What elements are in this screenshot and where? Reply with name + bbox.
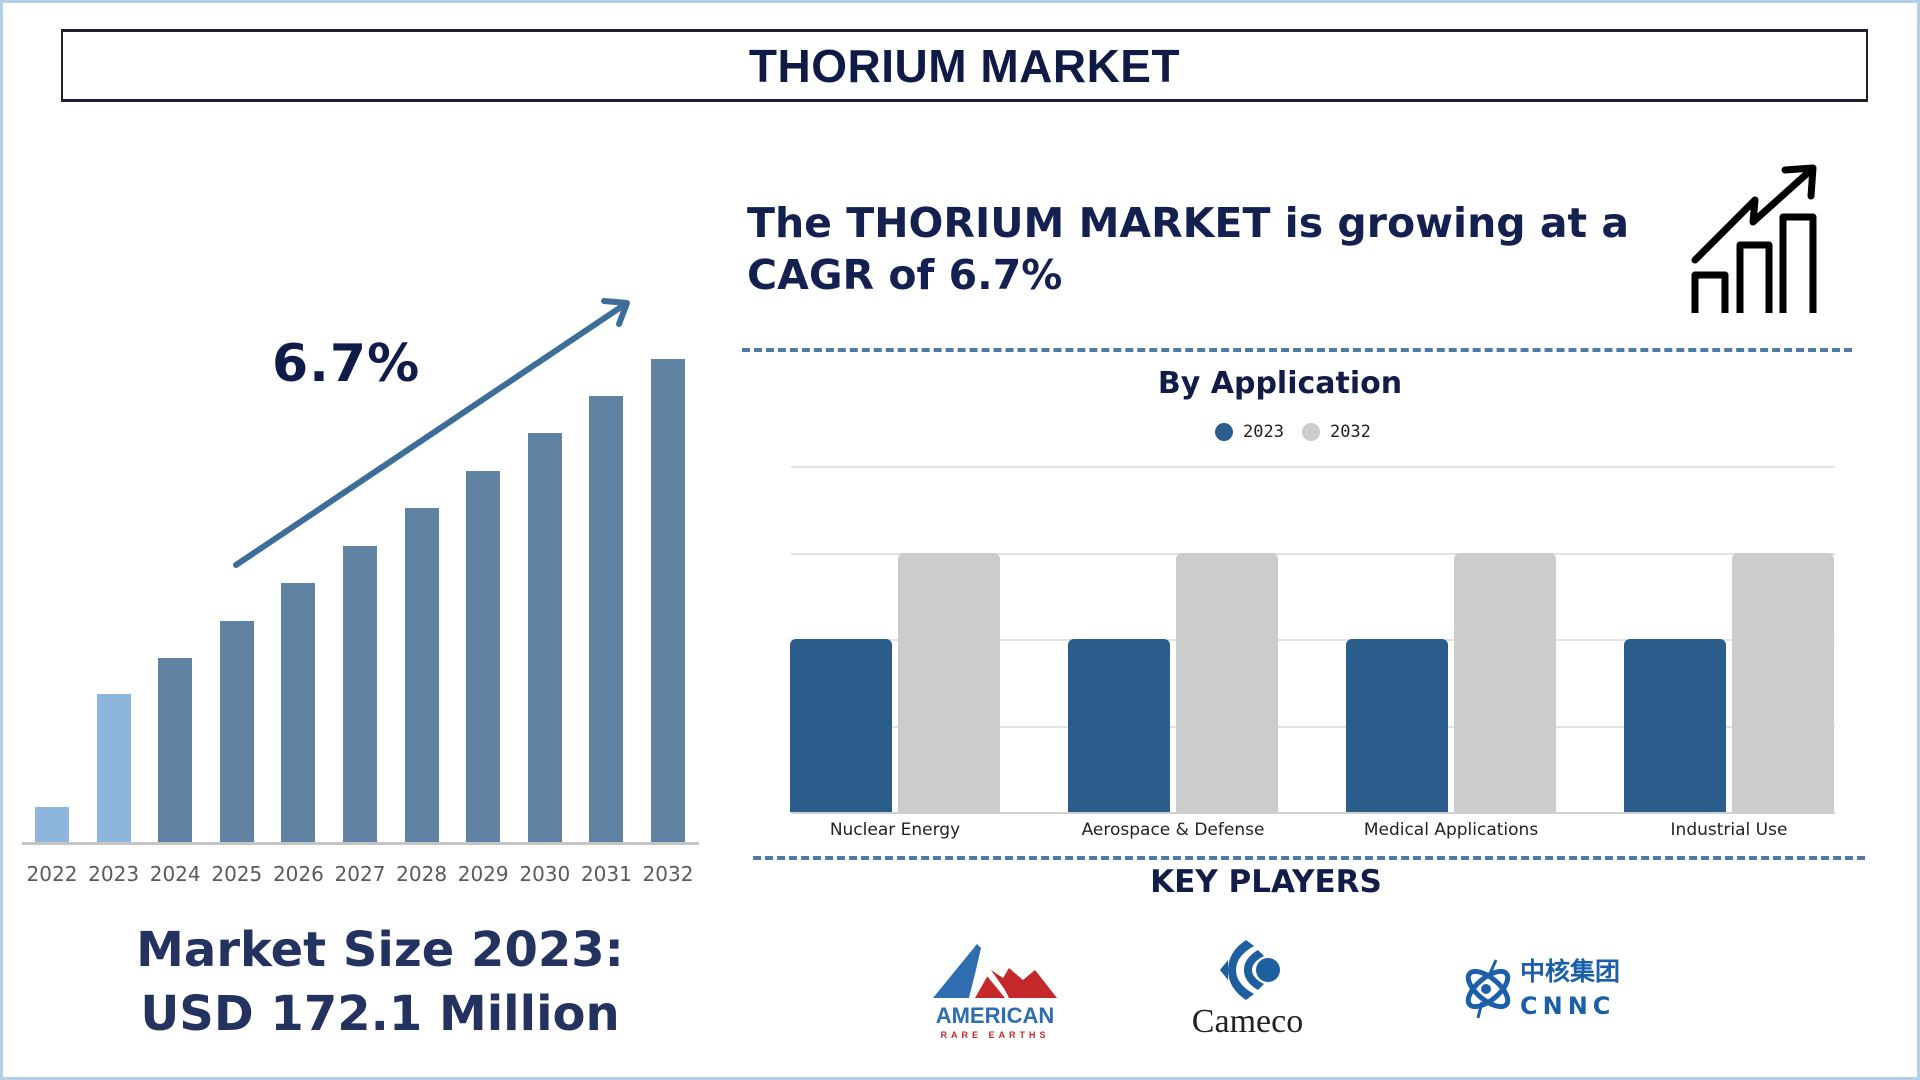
market-bar-2031 <box>589 396 624 843</box>
market-size-value: USD 172.1 Million <box>140 986 620 1042</box>
year-label: 2030 <box>519 862 571 886</box>
bar-aerospace-defense-2023 <box>1068 639 1170 812</box>
logo-cnnc: 中核集团 CNNC <box>1460 958 1635 1020</box>
atom-icon <box>1465 959 1511 1019</box>
cagr-value: 6.7% <box>272 334 421 394</box>
market-size-summary: Market Size 2023: USD 172.1 Million <box>20 918 740 1046</box>
bar-aerospace-defense-2032 <box>1176 552 1278 812</box>
year-label: 2031 <box>580 862 632 886</box>
title-box: THORIUM MARKET <box>61 29 1868 102</box>
gridline <box>791 466 1835 468</box>
bar-chart-growth-arrow-icon <box>1691 164 1817 313</box>
cameco-emblem-icon <box>1220 940 1280 1000</box>
cnnc-chinese-wordmark: 中核集团 <box>1520 958 1621 986</box>
market-size-bar-chart: 2022 2023 2024 2025 2026 2027 2028 2029 2030 2031… <box>0 0 720 900</box>
market-bar-2022 <box>35 807 69 843</box>
x-axis-line <box>791 812 1835 814</box>
year-label: 2023 <box>88 862 140 886</box>
american-wordmark: AMERICAN <box>935 1003 1055 1028</box>
legend-item-2032[interactable]: 2032 <box>1301 422 1371 442</box>
legend-label-2023: 2023 <box>1243 422 1284 442</box>
year-label: 2032 <box>642 862 694 886</box>
year-label: 2028 <box>396 862 448 886</box>
market-bar-2023 <box>96 694 131 843</box>
legend-dot-2023 <box>1215 423 1233 441</box>
key-players-divider <box>753 856 1865 860</box>
market-bar-2029 <box>466 471 501 843</box>
market-bar-2028 <box>404 508 439 843</box>
logo-american-rare-earths: AMERICAN RARE EARTHS <box>925 940 1065 1040</box>
headline-line-1: The THORIUM MARKET is growing at a <box>747 199 1630 247</box>
rare-earths-wordmark: RARE EARTHS <box>940 1030 1050 1040</box>
year-label: 2029 <box>457 862 509 886</box>
bar-nuclear-energy-2032 <box>898 552 1000 812</box>
chart-legend: 2023 2032 <box>1215 422 1371 442</box>
logo-cameco: Cameco <box>1180 938 1315 1039</box>
market-bar-2027 <box>343 546 377 843</box>
mountain-logo-icon <box>933 944 1057 998</box>
market-bar-2024 <box>158 658 193 843</box>
market-bar-2026 <box>281 583 316 843</box>
year-label: 2024 <box>149 862 201 886</box>
legend-dot-2032 <box>1301 423 1320 441</box>
cagr-headline: The THORIUM MARKET is growing at a CAGR … <box>747 197 1647 301</box>
year-label: 2022 <box>26 862 78 886</box>
category-label: Medical Applications <box>1363 820 1539 840</box>
gridline <box>791 552 1835 555</box>
category-label: Industrial Use <box>1670 820 1788 840</box>
market-bar-2030 <box>527 433 562 843</box>
market-size-label: Market Size 2023: <box>136 922 624 978</box>
year-label: 2027 <box>334 862 386 886</box>
bar-nuclear-energy-2023 <box>790 639 892 812</box>
category-label: Nuclear Energy <box>829 820 961 840</box>
bar-industrial-use-2032 <box>1732 552 1834 812</box>
section-divider <box>742 348 1852 352</box>
growth-arrow-icon <box>233 298 630 568</box>
cnnc-wordmark: CNNC <box>1520 992 1616 1020</box>
market-bar-2032 <box>651 359 685 843</box>
headline-line-2: CAGR of 6.7% <box>747 251 1063 299</box>
application-chart-title: By Application <box>1157 366 1403 401</box>
legend-item-2023[interactable]: 2023 <box>1215 422 1284 442</box>
gridline <box>791 725 1835 728</box>
category-label: Aerospace & Defense <box>1081 820 1265 840</box>
year-label: 2025 <box>211 862 263 886</box>
market-bar-2025 <box>219 621 254 843</box>
key-players-title: KEY PLAYERS <box>1150 864 1382 900</box>
chart-baseline <box>22 842 699 845</box>
gridline <box>791 639 1835 641</box>
page-title: THORIUM MARKET <box>748 39 1181 92</box>
cameco-wordmark: Cameco <box>1191 1003 1304 1040</box>
legend-label-2032: 2032 <box>1329 422 1371 442</box>
bar-medical-applications-2032 <box>1454 552 1556 812</box>
year-label: 2026 <box>272 862 324 886</box>
bar-industrial-use-2023 <box>1624 639 1726 812</box>
bar-medical-applications-2023 <box>1346 639 1448 812</box>
